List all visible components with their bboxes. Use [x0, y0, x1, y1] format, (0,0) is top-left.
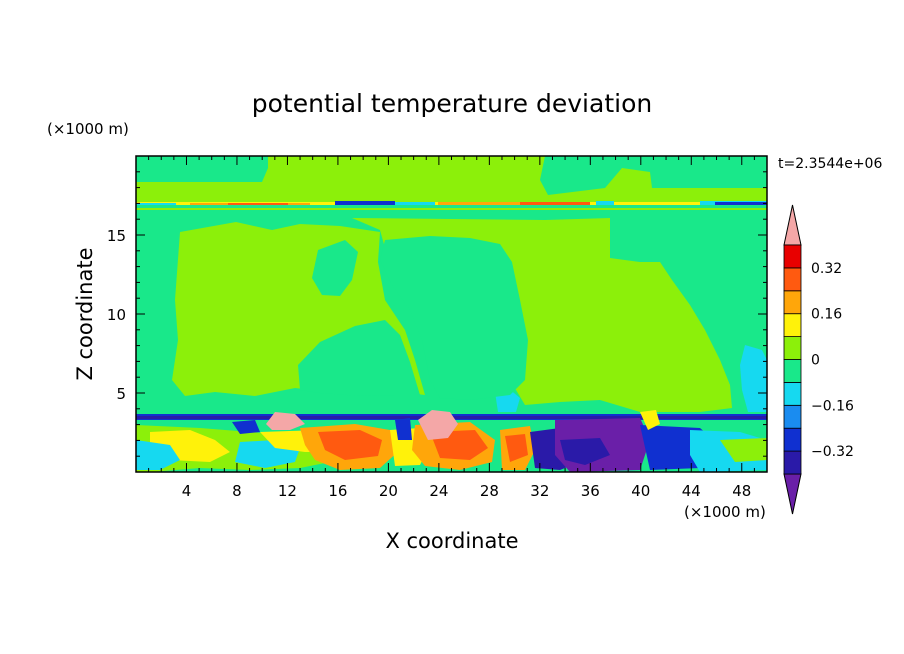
colorbar-band	[783, 244, 802, 269]
colorbar-band	[783, 404, 802, 429]
x-tick-label: 44	[682, 482, 701, 500]
colorbar-extend-high	[783, 204, 802, 246]
colorbar-band	[783, 290, 802, 315]
x-axis: 4 8 12 16 20 24 28 32 36 40 44 48	[148, 156, 755, 500]
colorbar-label: −0.16	[811, 398, 854, 414]
y-axis: 5 10 15	[107, 171, 767, 457]
colorbar-band	[783, 267, 802, 292]
y-unit-label: (×1000 m)	[47, 120, 129, 138]
colorbar-band	[783, 336, 802, 360]
field-region-island-2	[298, 320, 420, 396]
x-tick-label: 8	[232, 482, 242, 500]
upper-band	[136, 199, 767, 210]
y-tick-label: 15	[107, 227, 126, 245]
colorbar-band	[783, 450, 802, 475]
y-axis-label: Z coordinate	[73, 247, 97, 380]
colorbar-extend-low	[783, 473, 802, 515]
chart-title: potential temperature deviation	[252, 89, 652, 118]
field-region-cyan-spot	[740, 345, 767, 412]
x-tick-label: 24	[429, 482, 448, 500]
y-tick-label: 5	[116, 385, 126, 403]
colorbar: 0.32 0.16 0 −0.16 −0.32	[783, 204, 854, 515]
colorbar-band	[783, 313, 802, 338]
colorbar-band	[783, 381, 802, 406]
x-tick-label: 40	[631, 482, 650, 500]
field-region-mid-lightgreen	[352, 218, 732, 412]
colorbar-band	[783, 359, 802, 383]
x-tick-label: 48	[732, 482, 751, 500]
x-tick-label: 36	[581, 482, 600, 500]
field-region-upper-lightgreen	[136, 156, 767, 205]
x-unit-label: (×1000 m)	[684, 503, 766, 521]
x-tick-label: 12	[278, 482, 297, 500]
x-tick-label: 32	[530, 482, 549, 500]
plot-area	[136, 156, 767, 472]
colorbar-label: 0.32	[811, 261, 842, 277]
time-label: t=2.3544e+06	[778, 156, 882, 172]
colorbar-band	[783, 427, 802, 452]
x-tick-label: 16	[328, 482, 347, 500]
colorbar-label: −0.32	[811, 444, 854, 460]
lower-layer	[136, 410, 767, 472]
x-tick-label: 20	[379, 482, 398, 500]
x-tick-label: 4	[182, 482, 192, 500]
x-axis-label: X coordinate	[385, 529, 518, 553]
field-region-island-3	[380, 236, 528, 400]
y-tick-label: 10	[107, 306, 126, 324]
colorbar-label: 0	[811, 353, 820, 369]
colorbar-label: 0.16	[811, 307, 842, 323]
x-tick-label: 28	[480, 482, 499, 500]
field-region-island-1	[312, 240, 358, 296]
